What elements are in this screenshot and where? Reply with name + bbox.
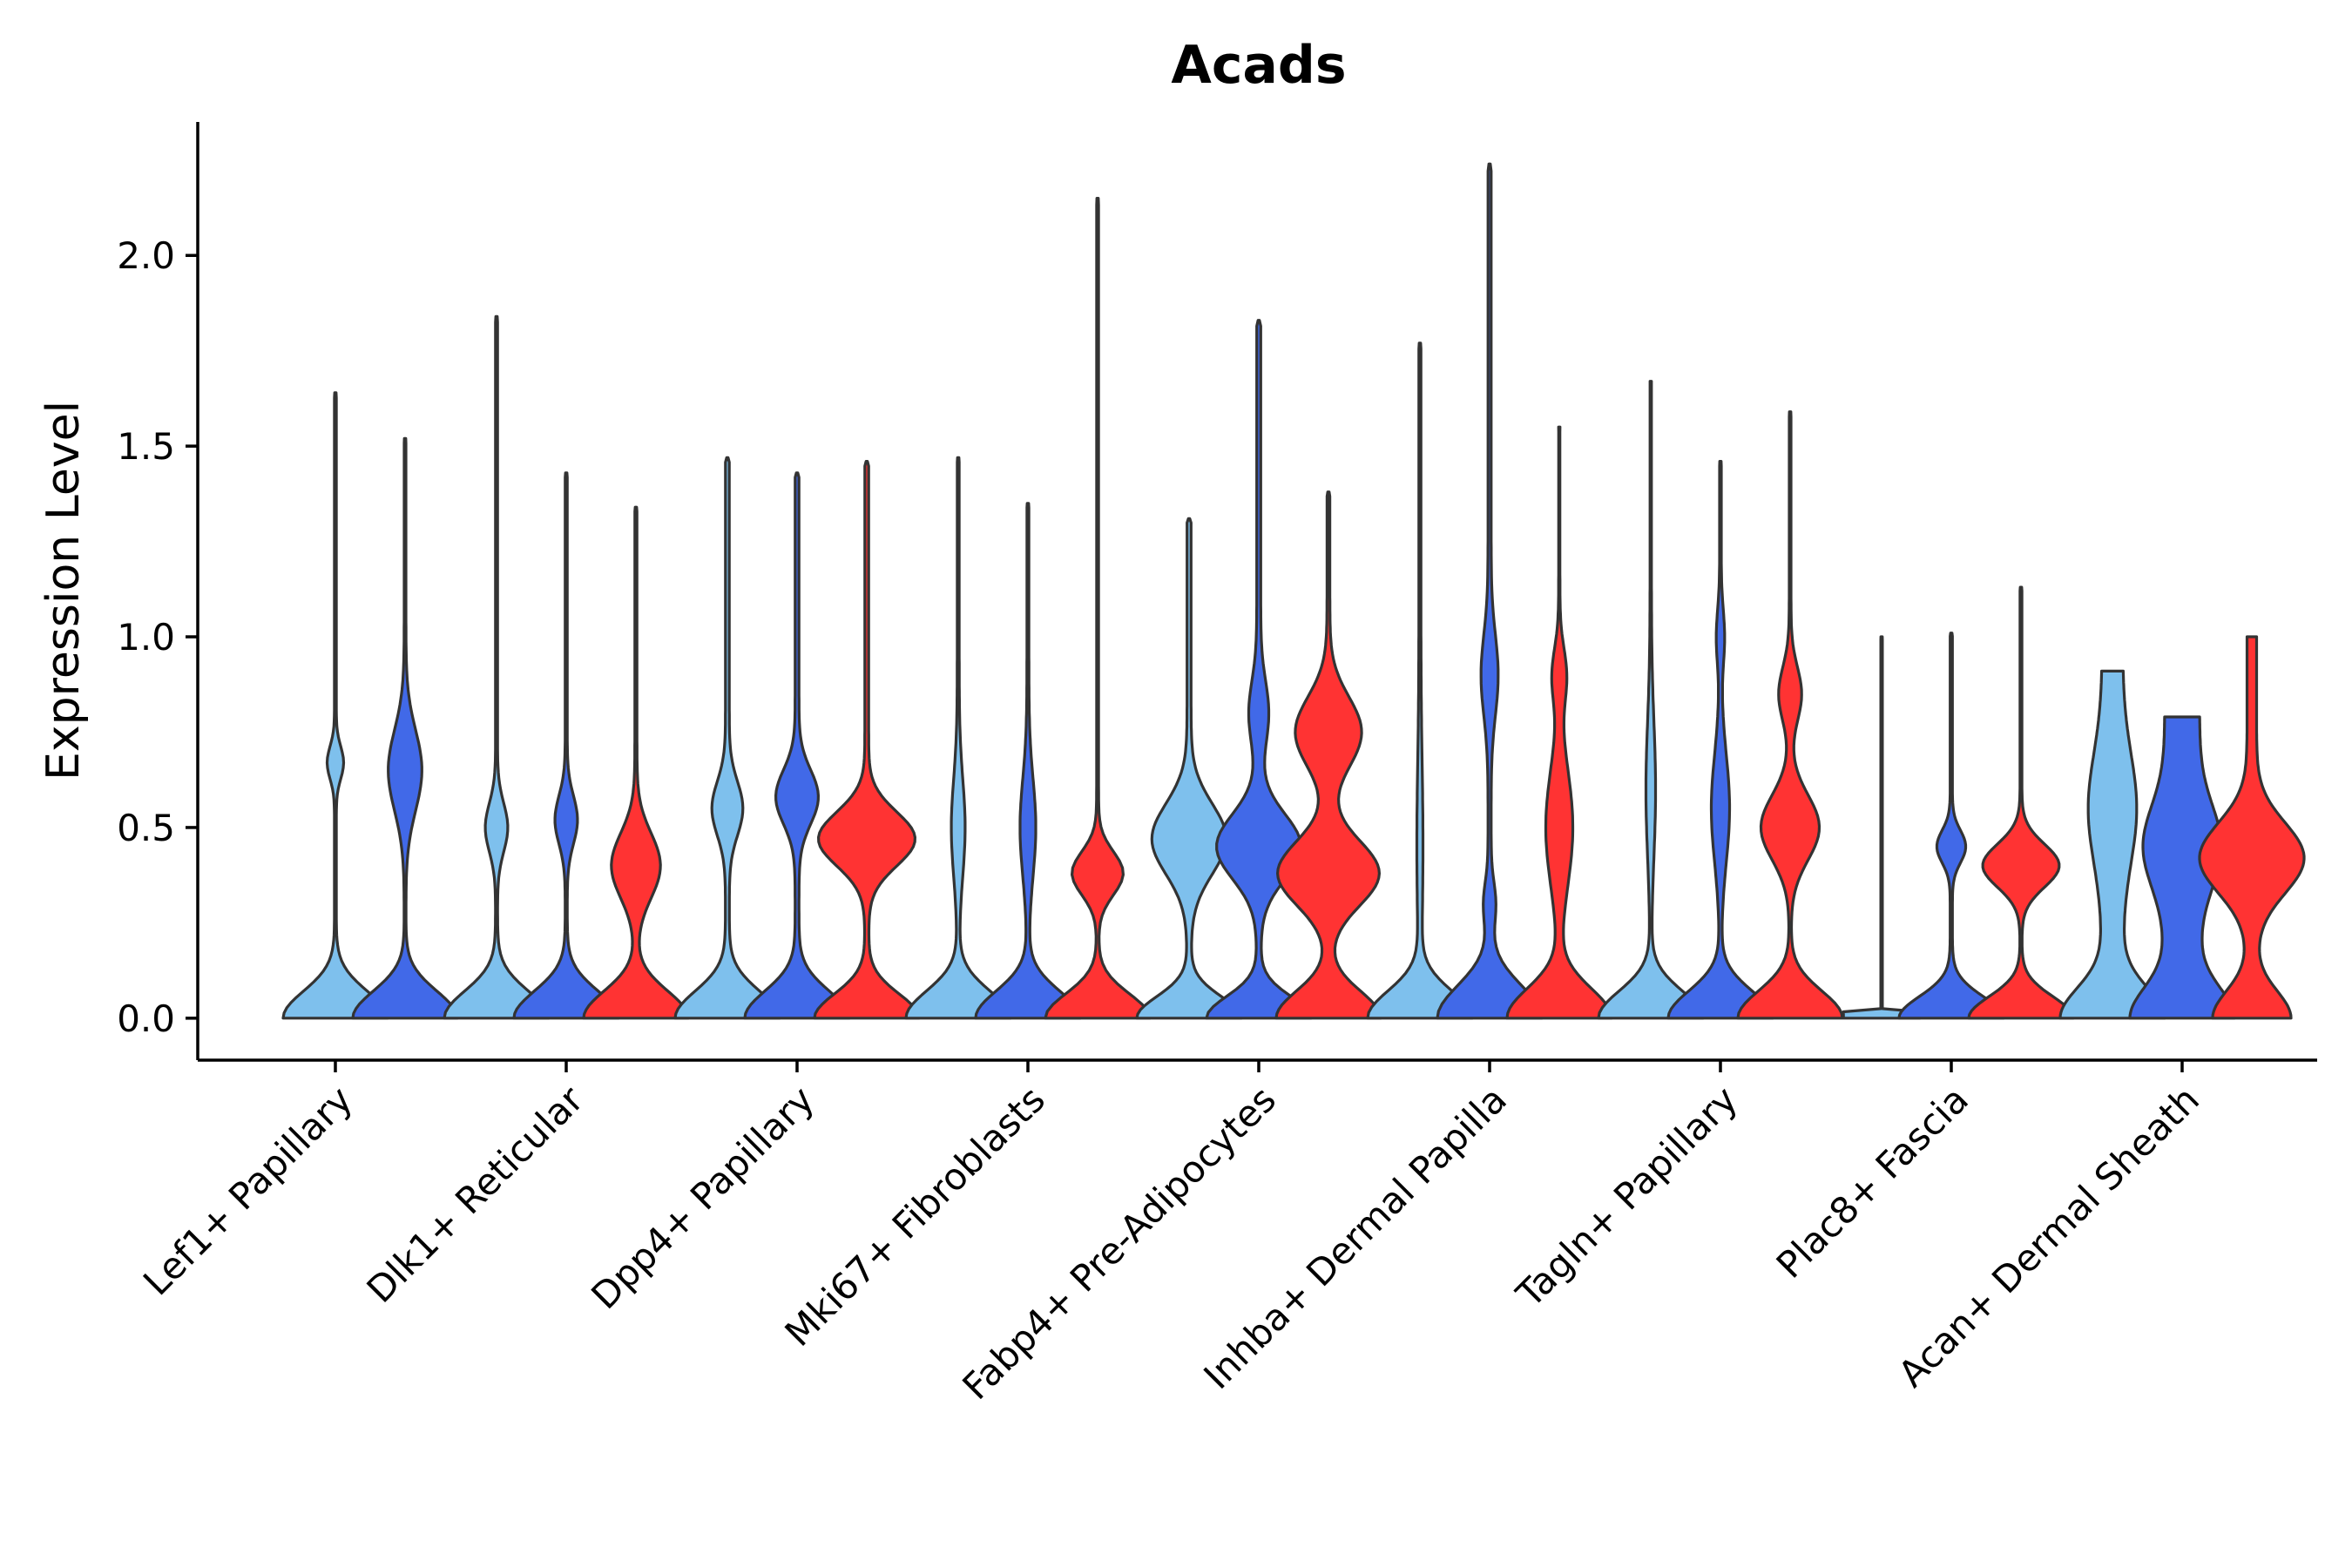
violin-blue: [1436, 162, 1544, 1020]
y-tick-label: 1.5: [117, 425, 175, 468]
chart-title: Acads: [1171, 35, 1346, 96]
violin-light: [1597, 380, 1705, 1020]
violin-red: [582, 505, 690, 1020]
violin-red: [1505, 425, 1613, 1020]
violin-light: [1135, 517, 1243, 1020]
violin-red: [813, 460, 921, 1020]
violin-red: [1967, 585, 2075, 1020]
violin-light: [673, 456, 781, 1020]
violin-light: [2058, 669, 2166, 1020]
violin-red: [1736, 410, 1844, 1020]
violin-light: [281, 391, 389, 1020]
violin-red: [1274, 490, 1382, 1020]
x-tick-label: Dlk1+ Reticular: [359, 1078, 592, 1311]
y-tick-label: 0.5: [117, 807, 175, 849]
violin-blue: [974, 502, 1082, 1020]
violin-blue: [351, 436, 459, 1020]
y-tick-label: 1.0: [117, 616, 175, 659]
violin-blue: [743, 471, 851, 1020]
violin-blue: [1897, 632, 2005, 1020]
violin-light: [1842, 635, 1922, 1020]
violin-light: [904, 456, 1012, 1020]
violin-light: [1366, 341, 1474, 1020]
y-axis-label: Expression Level: [37, 401, 90, 781]
x-tick-label: Lef1+ Papillary: [135, 1078, 361, 1303]
x-tick-label: Plac8+ Fascia: [1768, 1078, 1977, 1286]
violin-light: [443, 314, 551, 1020]
violin-blue: [512, 471, 620, 1020]
y-tick-label: 0.0: [117, 997, 175, 1040]
violin-blue: [1666, 460, 1774, 1020]
x-tick-label: Tagln+ Papillary: [1508, 1078, 1746, 1315]
x-tick-label: Dpp4+ Papillary: [583, 1078, 822, 1317]
violin-red: [1044, 197, 1152, 1020]
violin-blue: [1205, 319, 1313, 1020]
y-tick-label: 2.0: [117, 234, 175, 277]
violin-blue: [2128, 715, 2236, 1020]
x-tick-label: Mki67+ Fibroblasts: [777, 1078, 1053, 1354]
violin-red: [2198, 635, 2306, 1020]
